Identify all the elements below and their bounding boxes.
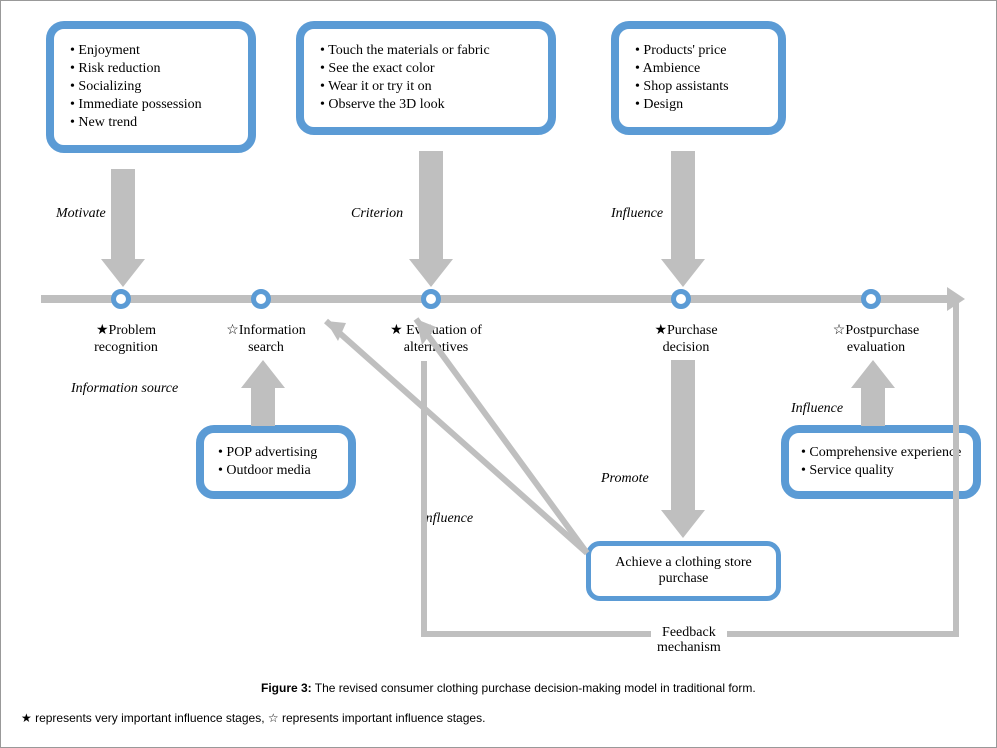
list-influence-top: Products' price Ambience Shop assistants… — [635, 43, 762, 113]
box-influence-top: Products' price Ambience Shop assistants… — [611, 21, 786, 135]
star-3: ★ — [654, 323, 667, 338]
arrow-criterion — [409, 151, 453, 287]
arrow-motivate — [101, 169, 145, 287]
axis-seg-5 — [879, 295, 949, 303]
node-postpurchase — [861, 289, 881, 309]
arrow-info-source — [241, 360, 285, 426]
figure-caption: Figure 3: The revised consumer clothing … — [261, 681, 756, 695]
star-0: ★ — [96, 323, 109, 338]
stage-label-3: ★Purchase decision — [631, 323, 741, 357]
node-information-search — [251, 289, 271, 309]
node-purchase-decision — [671, 289, 691, 309]
arrow-promote — [661, 360, 705, 538]
box-criterion: Touch the materials or fabric See the ex… — [296, 21, 556, 135]
axis-seg-0 — [41, 295, 113, 303]
label-criterion: Criterion — [351, 206, 403, 222]
stage-label-0: ★Problem recognition — [71, 323, 181, 357]
feedback-label-box: Feedbackmechanism — [651, 623, 727, 658]
stage-label-4: ☆Postpurchase evaluation — [816, 323, 936, 357]
box-motivate: Enjoyment Risk reduction Socializing Imm… — [46, 21, 256, 153]
arrow-influence-top — [661, 151, 705, 287]
feedback-down — [953, 299, 959, 637]
node-problem-recognition — [111, 289, 131, 309]
diagram-canvas: ★Problem recognition ☆Information search… — [0, 0, 997, 748]
box-achieve: Achieve a clothing store purchase — [586, 541, 781, 601]
arrow-post-influence — [851, 360, 895, 426]
label-influence-diag: Influence — [421, 511, 473, 527]
label-motivate: Motivate — [56, 206, 106, 222]
star-1: ☆ — [226, 323, 239, 338]
label-info-source: Information source — [71, 381, 178, 397]
label-promote: Promote — [601, 471, 649, 487]
feedback-up — [421, 361, 427, 637]
axis-seg-4 — [689, 295, 863, 303]
axis-seg-1 — [129, 295, 253, 303]
list-motivate: Enjoyment Risk reduction Socializing Imm… — [70, 43, 232, 131]
figure-legend: ★ represents very important influence st… — [21, 711, 485, 725]
star-4: ☆ — [833, 323, 846, 338]
label-post-influence: Influence — [791, 401, 843, 417]
label-influence-top: Influence — [611, 206, 663, 222]
box-post-influence: Comprehensive experience Service quality — [781, 425, 981, 499]
list-post-influence: Comprehensive experience Service quality — [801, 445, 961, 479]
list-criterion: Touch the materials or fabric See the ex… — [320, 43, 532, 113]
